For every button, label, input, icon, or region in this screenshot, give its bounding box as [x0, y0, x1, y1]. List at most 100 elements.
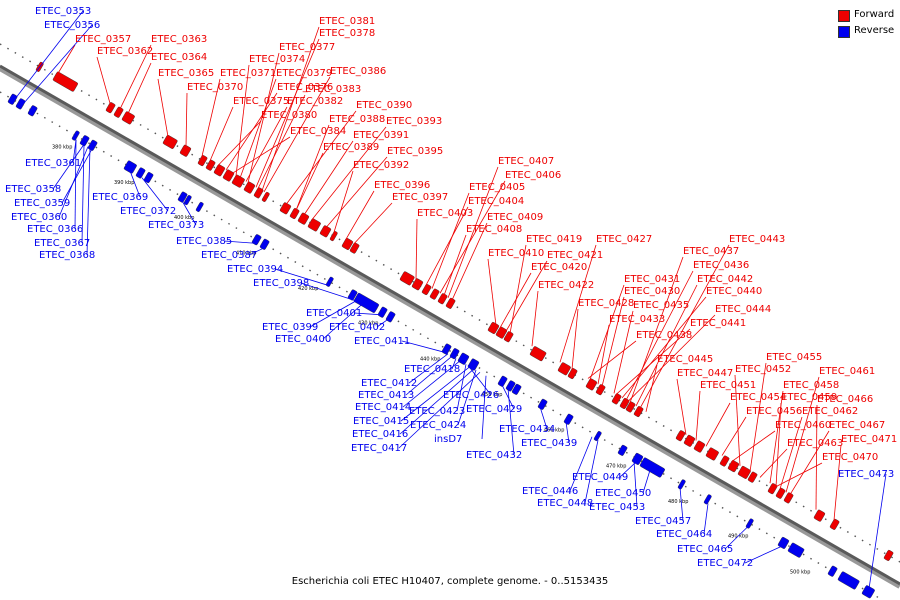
forward-gene-leader-line	[645, 364, 658, 412]
forward-gene-45	[719, 455, 730, 467]
forward-gene-label: ETEC_0463	[787, 438, 843, 449]
forward-gene-label: ETEC_0442	[697, 274, 753, 285]
gene-body	[767, 483, 778, 495]
forward-gene-14	[261, 191, 270, 202]
gene-body	[179, 144, 192, 157]
gene-body	[341, 238, 354, 250]
gene-body	[883, 549, 894, 561]
forward-gene-label: ETEC_0444	[715, 304, 771, 315]
forward-gene-label: ETEC_0438	[636, 330, 692, 341]
forward-gene-leader-line	[447, 166, 499, 298]
reverse-gene-label: ETEC_0448	[537, 498, 593, 509]
gene-body	[719, 455, 730, 467]
forward-gene-label: ETEC_0443	[729, 234, 785, 245]
forward-gene-label: ETEC_0420	[531, 262, 587, 273]
forward-gene-label: ETEC_0403	[417, 208, 473, 219]
reverse-gene-label: ETEC_0368	[39, 250, 95, 261]
forward-gene-label: ETEC_0454	[730, 392, 786, 403]
gene-body	[259, 238, 270, 250]
forward-gene-leader-line	[734, 374, 741, 466]
forward-gene-label: ETEC_0462	[802, 406, 858, 417]
forward-gene-leader-line	[789, 430, 830, 495]
forward-gene-39	[625, 401, 636, 413]
reverse-gene-0	[7, 93, 18, 105]
forward-gene-leader-line	[443, 234, 467, 296]
reverse-gene-18	[385, 311, 396, 323]
reverse-gene-leader-line	[74, 139, 77, 230]
forward-gene-label: ETEC_0363	[151, 34, 207, 45]
gene-body	[827, 565, 838, 577]
reverse-gene-leader-line	[309, 300, 357, 328]
reverse-gene-label: ETEC_0387	[201, 250, 257, 261]
forward-gene-leader-line	[571, 308, 579, 370]
forward-gene-19	[319, 225, 332, 238]
reverse-gene-leader-line	[81, 144, 85, 244]
forward-gene-label: ETEC_0406	[505, 170, 561, 181]
forward-gene-leader-line	[589, 284, 625, 380]
forward-gene-leader-line	[785, 376, 820, 493]
reverse-gene-label: ETEC_0373	[148, 220, 204, 231]
forward-gene-label: ETEC_0409	[487, 212, 543, 223]
gene-body	[675, 430, 686, 442]
reverse-gene-label: ETEC_0416	[352, 429, 408, 440]
reverse-gene-label: ETEC_0429	[466, 404, 522, 415]
gene-body	[143, 172, 154, 184]
gene-body	[829, 518, 840, 530]
gene-body	[683, 434, 696, 447]
reverse-gene-leader-line	[679, 487, 684, 522]
forward-gene-38	[619, 398, 630, 409]
scale-tick-label: 470 kbp	[606, 463, 626, 469]
forward-gene-label: ETEC_0371	[220, 68, 276, 79]
reverse-gene-14	[325, 276, 334, 287]
reverse-gene-leader-line	[52, 144, 85, 190]
forward-gene-label: ETEC_0428	[578, 298, 634, 309]
reverse-gene-3	[71, 130, 80, 141]
reverse-gene-17	[377, 306, 388, 318]
forward-gene-47	[737, 465, 751, 479]
scale-tick-label: 440 kbp	[420, 356, 440, 362]
reverse-gene-9	[177, 191, 188, 203]
reverse-gene-27	[563, 413, 574, 425]
forward-gene-label: ETEC_0437	[683, 246, 739, 257]
reverse-gene-leader-line	[408, 353, 449, 384]
reverse-gene-31	[639, 457, 665, 478]
reverse-gene-label: ETEC_0367	[34, 238, 90, 249]
forward-gene-label: ETEC_0384	[290, 126, 346, 137]
reverse-gene-11	[195, 201, 204, 212]
forward-gene-40	[633, 406, 644, 418]
gene-body	[113, 106, 124, 118]
forward-gene-24	[411, 278, 424, 291]
forward-gene-label: ETEC_0397	[392, 192, 448, 203]
gene-body	[349, 242, 360, 254]
scale-tick-label: 390 kbp	[114, 180, 134, 186]
forward-gene-label: ETEC_0390	[356, 100, 412, 111]
gene-body	[123, 160, 137, 174]
forward-gene-leader-line	[96, 56, 111, 104]
forward-gene-leader-line	[635, 284, 698, 407]
forward-gene-label: ETEC_0381	[319, 16, 375, 27]
gene-body	[503, 331, 514, 343]
reverse-gene-leader-line	[376, 318, 389, 328]
gene-body	[677, 479, 686, 490]
forward-gene-label: ETEC_0404	[468, 196, 524, 207]
forward-gene-25	[421, 284, 432, 296]
gene-features	[7, 61, 894, 599]
reverse-gene-26	[537, 398, 548, 410]
gene-body	[747, 471, 758, 483]
gene-body	[15, 98, 26, 110]
reverse-gene-36	[787, 542, 805, 558]
forward-gene-label: ETEC_0433	[609, 314, 665, 325]
reverse-gene-leader-line	[322, 304, 363, 340]
forward-gene-leader-line	[255, 38, 320, 188]
forward-gene-27	[437, 293, 448, 305]
forward-gene-label: ETEC_0376	[277, 82, 333, 93]
forward-gene-leader-line	[303, 140, 354, 216]
scale-tick-label: 380 kbp	[52, 145, 72, 151]
reverse-gene-label: ETEC_0415	[353, 416, 409, 427]
reverse-gene-29	[617, 444, 628, 456]
forward-gene-leader-line	[261, 26, 320, 191]
reverse-gene-35	[777, 536, 790, 549]
reverse-legend-label: Reverse	[854, 25, 895, 36]
reverse-gene-leader-line	[300, 282, 357, 302]
forward-gene-11	[231, 174, 245, 188]
